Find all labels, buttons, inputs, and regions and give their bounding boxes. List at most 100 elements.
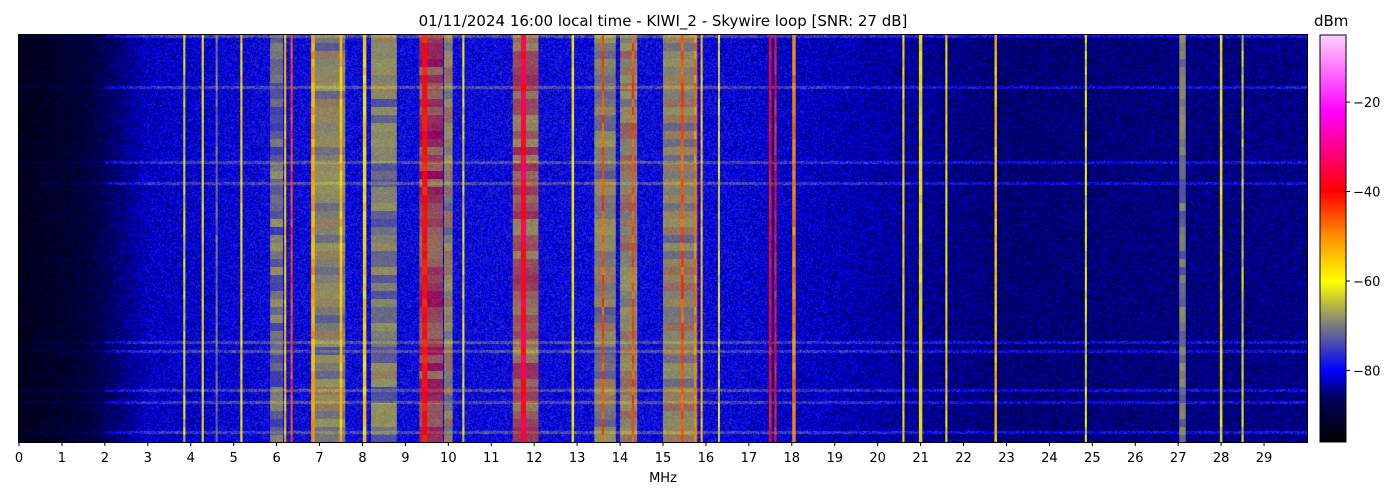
signal-segment (769, 243, 772, 251)
signal-segment (311, 171, 315, 179)
signal-segment (700, 99, 703, 107)
signal-segment (1084, 163, 1087, 171)
signal-segment (240, 315, 243, 323)
signal-segment (631, 243, 635, 251)
signal-segment (681, 259, 684, 267)
signal-segment (371, 91, 397, 99)
signal-segment (681, 75, 684, 83)
signal-segment (902, 179, 905, 187)
signal-segment (1179, 211, 1186, 219)
signal-segment (215, 267, 218, 275)
signal-segment (631, 35, 635, 43)
signal-segment (571, 187, 575, 195)
signal-segment (792, 339, 796, 347)
signal-segment (571, 163, 575, 171)
signal-segment (717, 131, 720, 139)
signal-segment (620, 35, 638, 43)
signal-segment (717, 395, 720, 403)
signal-segment (918, 307, 923, 315)
signal-segment (1219, 91, 1223, 99)
signal-segment (774, 419, 777, 427)
signal-segment (994, 131, 998, 139)
signal-segment (183, 387, 186, 395)
signal-segment (201, 155, 204, 163)
signal-segment (1219, 99, 1223, 107)
signal-segment (240, 219, 243, 227)
signal-segment (694, 291, 697, 299)
signal-band (792, 35, 796, 442)
signal-segment (792, 83, 796, 91)
signal-segment (571, 235, 575, 243)
signal-segment (694, 67, 697, 75)
signal-segment (700, 91, 703, 99)
signal-segment (694, 331, 697, 339)
signal-segment (631, 347, 635, 355)
signal-segment (270, 131, 284, 139)
signal-segment (215, 339, 218, 347)
x-tick-label: 17 (741, 451, 758, 466)
signal-segment (215, 371, 218, 379)
signal-segment (631, 59, 635, 67)
signal-segment (571, 195, 575, 203)
signal-segment (284, 99, 287, 107)
signal-segment (419, 387, 443, 395)
signal-segment (240, 171, 243, 179)
signal-segment (681, 195, 684, 203)
signal-segment (631, 339, 635, 347)
signal-segment (1241, 395, 1244, 403)
signal-segment (774, 371, 777, 379)
signal-segment (422, 123, 428, 131)
signal-segment (1219, 35, 1223, 43)
signal-segment (339, 387, 343, 395)
signal-segment (1179, 371, 1186, 379)
signal-segment (462, 163, 465, 171)
signal-segment (774, 139, 777, 147)
signal-segment (601, 51, 604, 59)
signal-segment (681, 371, 684, 379)
signal-segment (792, 99, 796, 107)
signal-segment (792, 163, 796, 171)
signal-band (310, 35, 346, 442)
signal-segment (902, 211, 905, 219)
signal-segment (694, 299, 697, 307)
signal-segment (620, 203, 638, 211)
signal-segment (663, 267, 698, 275)
signal-segment (631, 283, 635, 291)
signal-band (769, 35, 772, 442)
signal-segment (1219, 107, 1223, 115)
signal-segment (284, 83, 287, 91)
signal-segment (362, 171, 367, 179)
signal-segment (663, 323, 698, 331)
signal-segment (601, 59, 604, 67)
signal-segment (769, 91, 772, 99)
signal-segment (339, 315, 343, 323)
x-tick-label: 7 (315, 451, 323, 466)
signal-segment (339, 99, 343, 107)
signal-segment (918, 419, 923, 427)
signal-segment (215, 59, 218, 67)
signal-segment (769, 211, 772, 219)
signal-segment (284, 43, 287, 51)
signal-segment (290, 387, 293, 395)
signal-segment (945, 355, 948, 363)
signal-segment (994, 227, 998, 235)
signal-segment (462, 411, 465, 419)
signal-band (311, 35, 315, 442)
signal-segment (918, 35, 923, 43)
signal-segment (201, 339, 204, 347)
signal-segment (620, 387, 638, 395)
signal-segment (290, 59, 293, 67)
signal-segment (601, 355, 604, 363)
signal-segment (1179, 203, 1186, 211)
signal-segment (462, 99, 465, 107)
signal-segment (717, 147, 720, 155)
signal-segment (663, 427, 698, 435)
signal-segment (444, 107, 453, 115)
signal-segment (362, 195, 367, 203)
signal-segment (994, 339, 998, 347)
signal-segment (717, 107, 720, 115)
signal-segment (1219, 259, 1223, 267)
signal-segment (1219, 155, 1223, 163)
signal-segment (717, 267, 720, 275)
signal-segment (362, 243, 367, 251)
